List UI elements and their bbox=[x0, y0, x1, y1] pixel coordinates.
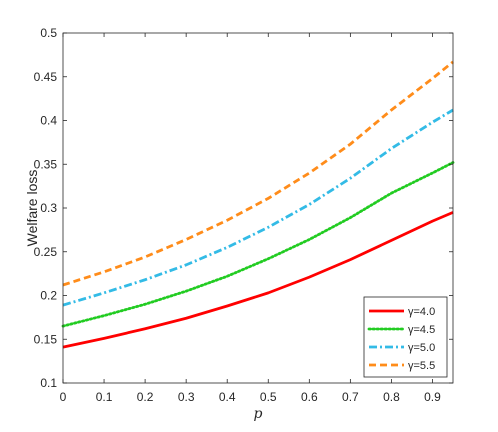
y-tick-label: 0.1 bbox=[40, 376, 57, 390]
x-axis-label: p bbox=[254, 406, 263, 422]
legend-label-2: γ=5.0 bbox=[408, 342, 435, 354]
x-tick-label: 0.8 bbox=[383, 390, 400, 404]
y-tick-label: 0.25 bbox=[34, 245, 58, 259]
series-line-1 bbox=[61, 161, 455, 328]
series-line-2 bbox=[62, 108, 454, 307]
legend: γ=4.0 γ=4.5 γ=5.0 γ=5.5 bbox=[363, 296, 448, 378]
y-tick-label: 0.2 bbox=[40, 289, 57, 303]
y-tick-label: 0.45 bbox=[34, 70, 58, 84]
legend-label-0: γ=4.0 bbox=[408, 306, 435, 318]
legend-label-3: γ=5.5 bbox=[408, 360, 435, 372]
x-tick-label: 0.4 bbox=[219, 390, 236, 404]
series-line-0 bbox=[62, 211, 454, 349]
x-tick-label: 0.5 bbox=[260, 390, 277, 404]
legend-label-1: γ=4.5 bbox=[408, 324, 435, 336]
x-tick-label: 0.1 bbox=[96, 390, 113, 404]
x-tick-label: 0.6 bbox=[301, 390, 318, 404]
y-tick-label: 0.3 bbox=[40, 201, 57, 215]
x-tick-label: 0.3 bbox=[178, 390, 195, 404]
x-tick-label: 0 bbox=[60, 390, 67, 404]
series-line-3 bbox=[62, 60, 454, 287]
y-axis-label: Welfare loss bbox=[24, 170, 40, 247]
x-tick-label: 0.7 bbox=[342, 390, 359, 404]
y-tick-label: 0.35 bbox=[34, 157, 58, 171]
x-tick-label: 0.2 bbox=[137, 390, 154, 404]
y-tick-label: 0.15 bbox=[34, 332, 58, 346]
x-tick-label: 0.9 bbox=[424, 390, 441, 404]
y-tick-label: 0.5 bbox=[40, 26, 57, 40]
y-tick-label: 0.4 bbox=[40, 114, 57, 128]
